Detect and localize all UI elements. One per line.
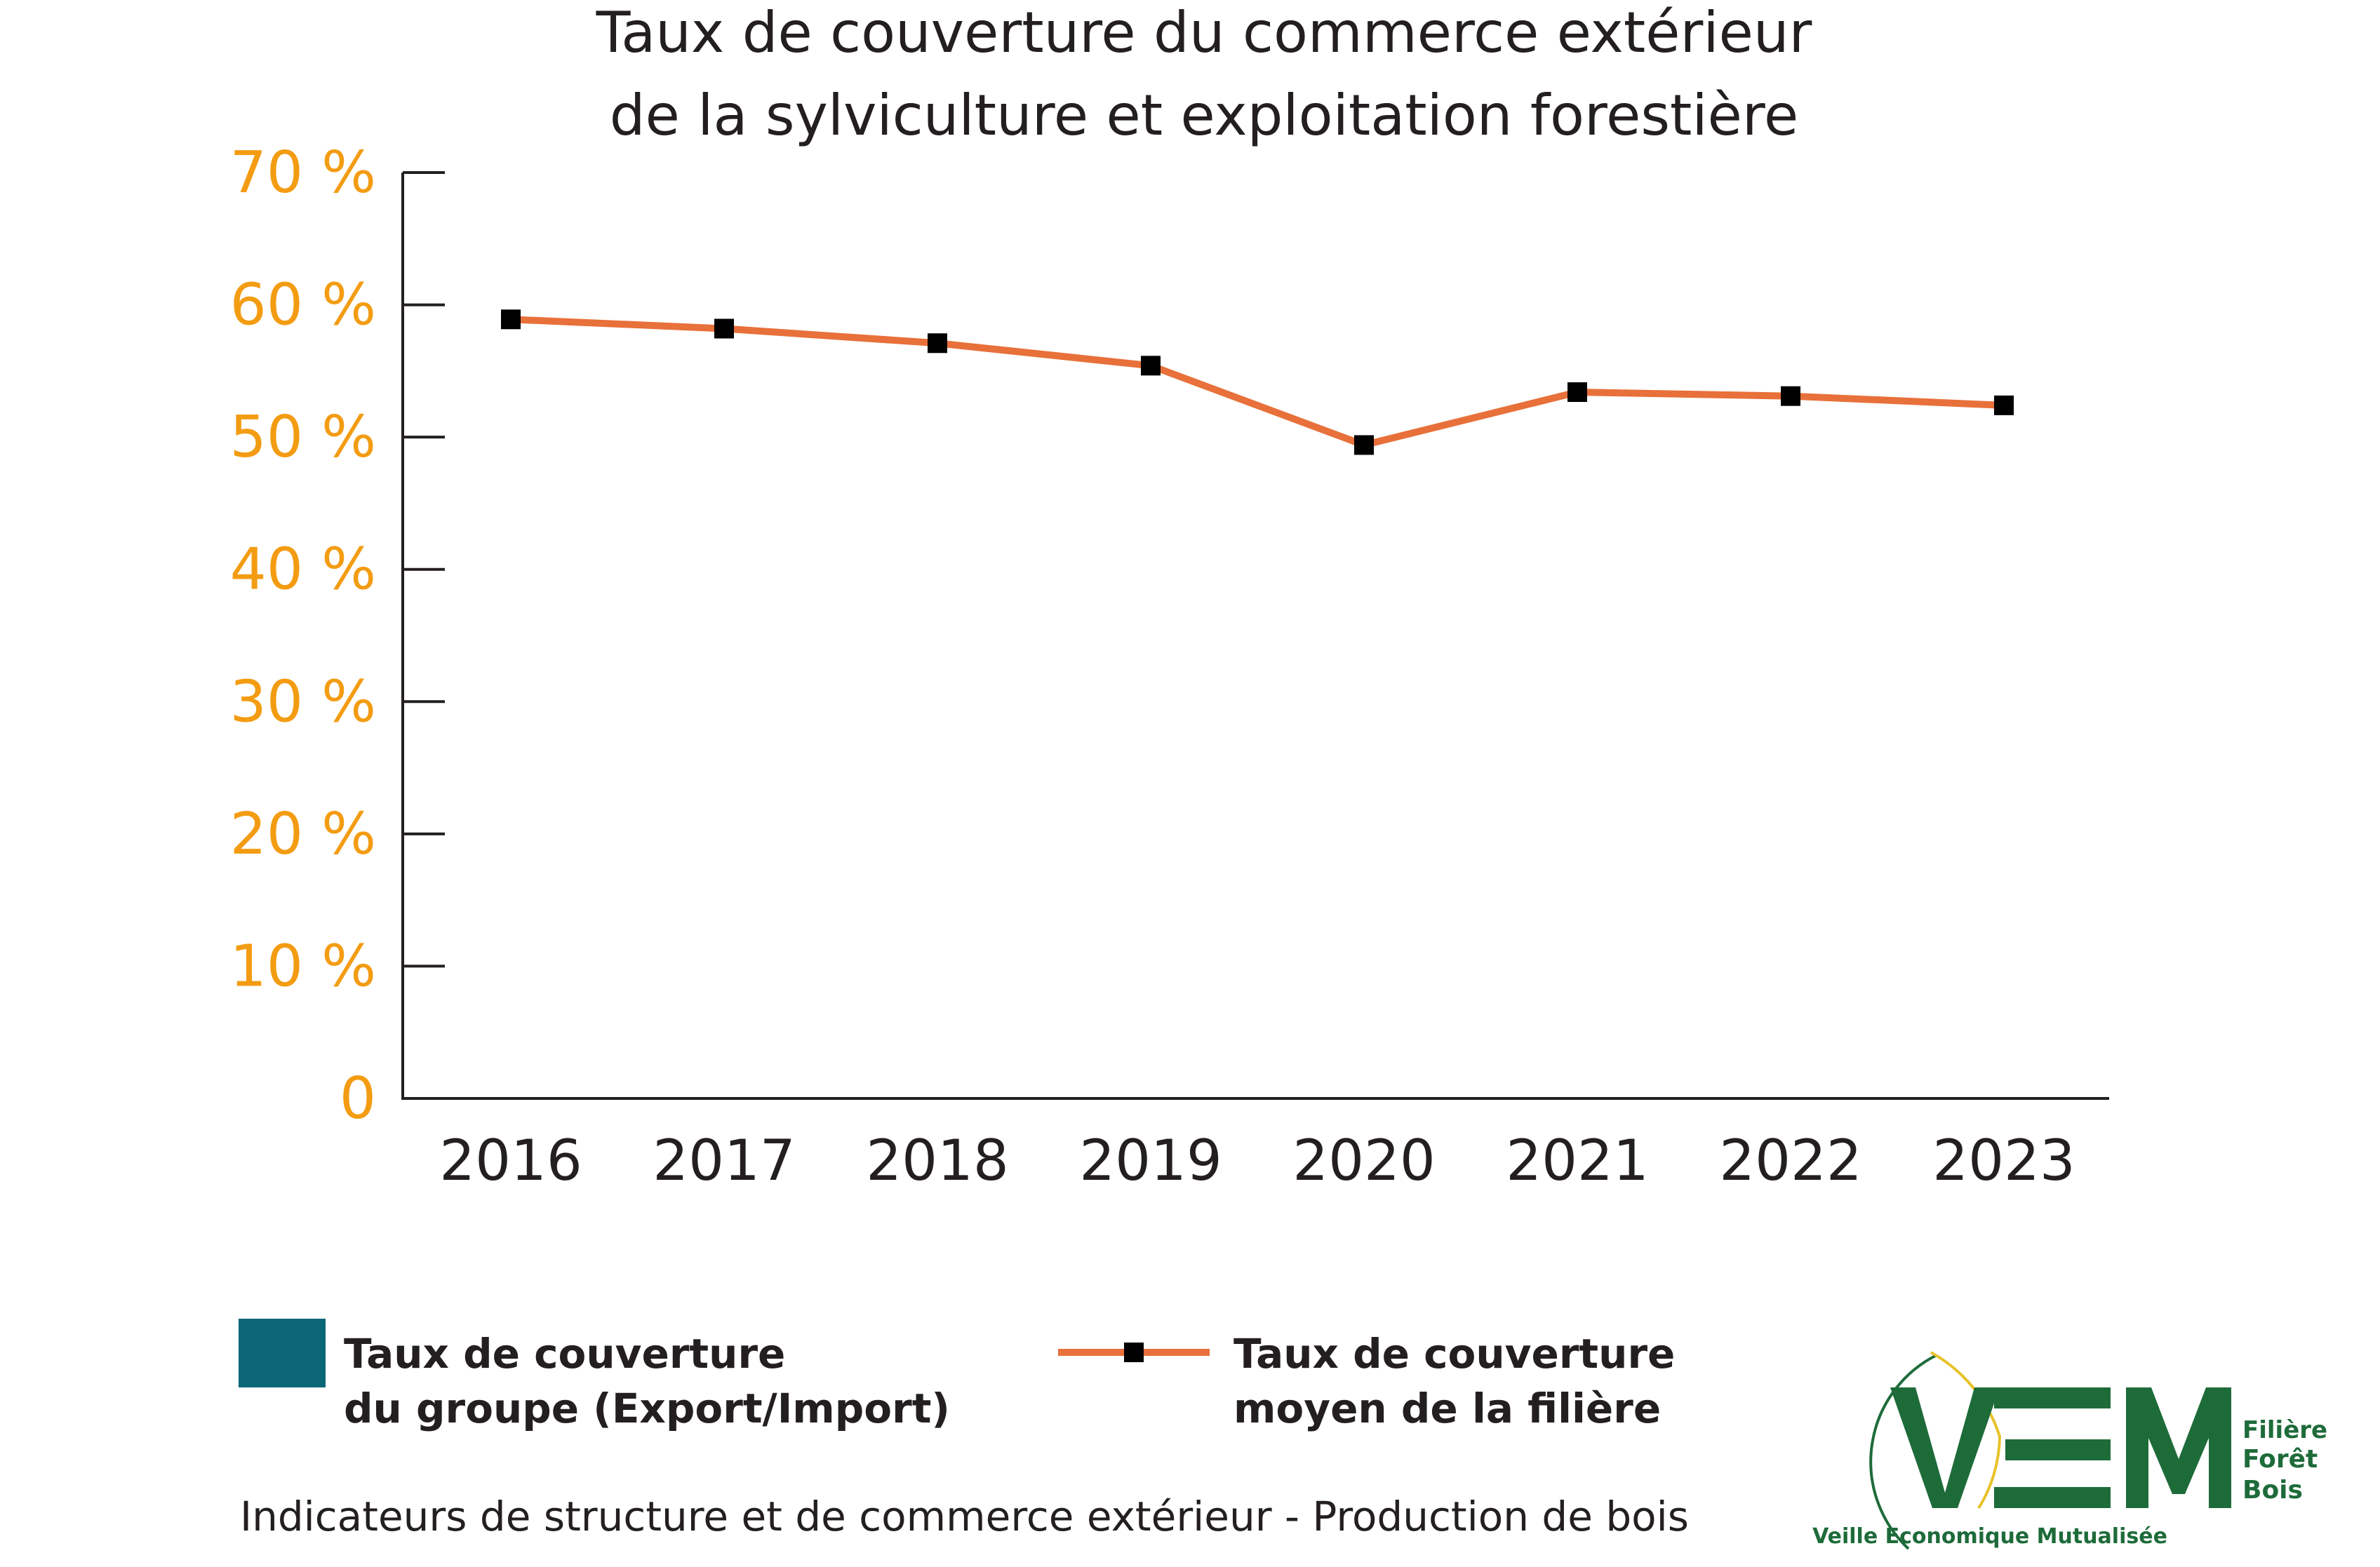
logo-letter-e-bottom — [1994, 1487, 2111, 1508]
data-point-marker — [714, 318, 734, 339]
x-tick-label: 2019 — [1079, 1128, 1222, 1193]
y-tick-label: 10 % — [230, 933, 376, 1000]
logo-side-line-1: Filière — [2242, 1416, 2327, 1444]
data-point-marker — [1994, 395, 2014, 415]
logo-tagline: Veille Economique Mutualisée — [1812, 1524, 2167, 1549]
legend-label-group-line-1: Taux de couverture — [344, 1330, 785, 1378]
legend-item-average: Taux de couverture moyen de la filière — [1058, 1330, 1675, 1432]
data-point-marker — [1141, 356, 1161, 376]
chart-title-line-2: de la sylviculture et exploitation fores… — [610, 83, 1798, 148]
caption: Indicateurs de structure et de commerce … — [240, 1493, 1689, 1540]
legend-swatch-average-marker — [1124, 1343, 1144, 1362]
legend-label-group-line-2: du groupe (Export/Import) — [344, 1385, 950, 1432]
y-tick-label: 0 — [340, 1065, 376, 1132]
series-line — [510, 316, 2005, 449]
y-tick-label: 50 % — [230, 404, 376, 471]
logo-letter-e-top — [1994, 1387, 2111, 1408]
y-ticks: 0 10 % 20 % 30 % 40 % 50 % 60 % 70 % — [230, 140, 445, 1132]
logo-arc-green — [1869, 1354, 1937, 1550]
x-tick-label: 2022 — [1719, 1128, 1862, 1193]
legend-label-average-line-1: Taux de couverture — [1234, 1330, 1675, 1378]
y-tick-label: 40 % — [230, 537, 376, 603]
data-point-marker — [1354, 435, 1374, 455]
y-tick-label: 30 % — [230, 668, 376, 735]
legend-item-group: Taux de couverture du groupe (Export/Imp… — [239, 1319, 950, 1432]
x-tick-label: 2023 — [1932, 1128, 2075, 1193]
legend-swatch-group — [239, 1319, 326, 1387]
data-point-marker — [928, 333, 947, 354]
y-tick-label: 20 % — [230, 801, 376, 868]
logo-arc-yellow — [1930, 1351, 2002, 1509]
x-tick-label: 2020 — [1292, 1128, 1436, 1193]
legend-label-average-line-2: moyen de la filière — [1234, 1385, 1661, 1432]
data-point-marker — [1567, 382, 1587, 403]
y-tick-label: 60 % — [230, 272, 376, 339]
x-tick-label: 2017 — [653, 1128, 796, 1193]
x-ticks: 2016 2017 2018 2019 2020 2021 2022 2023 — [439, 1128, 2075, 1193]
logo-letter-m — [2126, 1387, 2231, 1508]
data-point-marker — [1781, 386, 1800, 406]
data-point-marker — [501, 309, 521, 330]
vem-logo: Filière Forêt Bois Veille Economique Mut… — [1812, 1351, 2327, 1550]
logo-letter-e-mid — [2005, 1439, 2111, 1460]
y-tick-label: 70 % — [230, 140, 376, 206]
logo-letter-v — [1890, 1387, 2000, 1508]
logo-side-line-2: Forêt — [2242, 1445, 2318, 1474]
logo-side-line-3: Bois — [2242, 1476, 2303, 1505]
x-tick-label: 2021 — [1506, 1128, 1649, 1193]
series — [501, 309, 2014, 455]
chart-title-line-1: Taux de couverture du commerce extérieur — [596, 0, 1812, 65]
x-tick-label: 2018 — [866, 1128, 1009, 1193]
x-tick-label: 2016 — [439, 1128, 582, 1193]
